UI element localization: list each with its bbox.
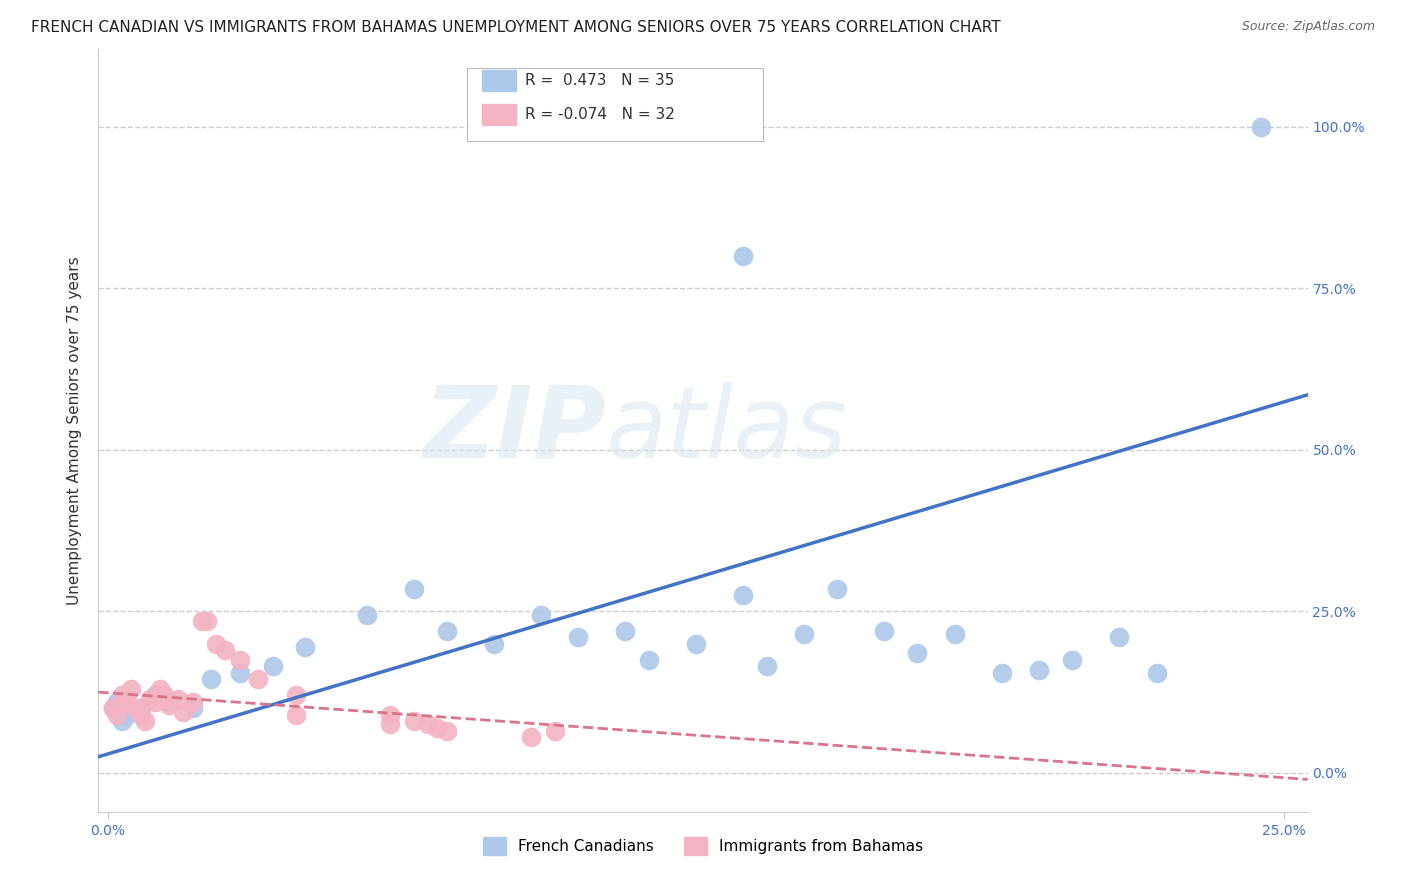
Point: [115, 695, 138, 709]
Point: [101, 701, 124, 715]
Point: [755, 659, 778, 673]
Point: [157, 695, 180, 709]
Point: [990, 665, 1012, 680]
Point: [520, 731, 543, 745]
Point: [378, 717, 401, 731]
Point: [134, 714, 156, 729]
Point: [191, 614, 214, 628]
Point: [129, 701, 152, 715]
Point: [285, 689, 308, 703]
Y-axis label: Unemployment Among Seniors over 75 years: Unemployment Among Seniors over 75 years: [67, 256, 83, 605]
Text: FRENCH CANADIAN VS IMMIGRANTS FROM BAHAMAS UNEMPLOYMENT AMONG SENIORS OVER 75 YE: FRENCH CANADIAN VS IMMIGRANTS FROM BAHAM…: [31, 20, 1001, 35]
Point: [285, 707, 308, 722]
Point: [1250, 120, 1272, 134]
Point: [567, 630, 589, 644]
Point: [129, 707, 152, 722]
Point: [115, 707, 138, 722]
Point: [436, 723, 458, 738]
Point: [685, 637, 707, 651]
Point: [143, 689, 166, 703]
Point: [181, 695, 204, 709]
Point: [101, 701, 124, 715]
Bar: [482, 104, 516, 126]
Point: [157, 698, 180, 712]
Point: [638, 653, 661, 667]
Point: [1108, 630, 1130, 644]
Point: [731, 588, 754, 602]
Point: [825, 582, 848, 596]
Point: [143, 695, 166, 709]
Text: ZIP: ZIP: [423, 382, 606, 479]
Point: [402, 714, 425, 729]
Text: R = -0.074   N = 32: R = -0.074 N = 32: [526, 107, 675, 122]
Point: [356, 607, 378, 622]
Point: [1062, 653, 1084, 667]
Point: [905, 646, 928, 660]
Point: [614, 624, 637, 638]
Point: [262, 659, 284, 673]
Point: [105, 707, 128, 722]
Bar: [482, 70, 516, 91]
Text: atlas: atlas: [606, 382, 848, 479]
Point: [167, 691, 190, 706]
Point: [544, 723, 567, 738]
Point: [378, 707, 401, 722]
Point: [200, 672, 222, 686]
Point: [195, 614, 218, 628]
Point: [731, 249, 754, 263]
Point: [125, 701, 148, 715]
Point: [416, 717, 439, 731]
Point: [793, 627, 815, 641]
Point: [181, 701, 204, 715]
Point: [111, 714, 134, 729]
Point: [402, 582, 425, 596]
Point: [436, 624, 458, 638]
Point: [482, 637, 505, 651]
Point: [873, 624, 896, 638]
Point: [172, 705, 194, 719]
Point: [153, 689, 176, 703]
Point: [120, 681, 142, 696]
Point: [149, 681, 172, 696]
Point: [228, 665, 250, 680]
Text: Source: ZipAtlas.com: Source: ZipAtlas.com: [1241, 20, 1375, 33]
Point: [426, 721, 449, 735]
Point: [105, 695, 128, 709]
Point: [205, 637, 228, 651]
Text: R =  0.473   N = 35: R = 0.473 N = 35: [526, 73, 675, 87]
Point: [111, 689, 134, 703]
FancyBboxPatch shape: [467, 68, 763, 141]
Point: [943, 627, 966, 641]
Point: [294, 640, 316, 654]
Legend: French Canadians, Immigrants from Bahamas: French Canadians, Immigrants from Bahama…: [477, 830, 929, 862]
Point: [1146, 665, 1168, 680]
Point: [530, 607, 553, 622]
Point: [247, 672, 270, 686]
Point: [139, 691, 162, 706]
Point: [1028, 663, 1050, 677]
Point: [228, 653, 250, 667]
Point: [214, 643, 236, 657]
